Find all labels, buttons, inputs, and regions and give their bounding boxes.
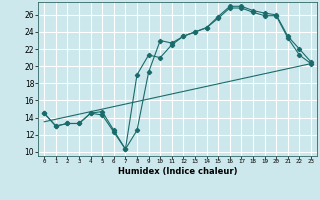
X-axis label: Humidex (Indice chaleur): Humidex (Indice chaleur) (118, 167, 237, 176)
